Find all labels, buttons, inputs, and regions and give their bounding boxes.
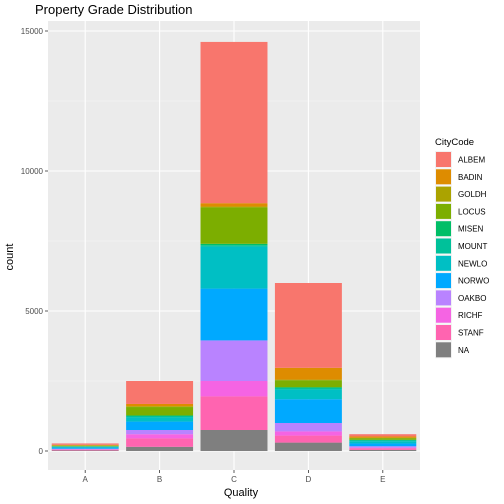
- legend-swatch: [436, 238, 451, 254]
- bar-E-NORWO: [349, 443, 417, 447]
- bar-A-LOCUS: [51, 445, 119, 447]
- x-axis: A B C D E: [83, 470, 385, 484]
- bar-B-RICHF: [126, 434, 194, 439]
- legend-swatch: [436, 273, 451, 289]
- bar-A-BADIN: [51, 444, 119, 446]
- legend-swatch: [436, 152, 451, 167]
- bar-C-ALBEM: [200, 41, 268, 204]
- x-tick-label: B: [157, 475, 162, 484]
- bar-C-LOCUS: [200, 207, 268, 244]
- legend-swatch: [436, 169, 451, 185]
- bar-D-MISEN: [274, 387, 342, 388]
- legend-label: LOCUS: [458, 207, 486, 216]
- bars: [51, 41, 417, 451]
- legend-label: MISEN: [458, 225, 484, 234]
- bar-C-NORWO: [200, 288, 268, 341]
- bar-A-NORWO: [51, 447, 119, 449]
- bar-E-NEWLO: [349, 441, 417, 444]
- bar-E-ALBEM: [349, 434, 417, 437]
- y-tick-label: 10000: [21, 167, 44, 176]
- x-axis-title: Quality: [224, 487, 259, 499]
- bar-D-NEWLO: [274, 389, 342, 400]
- bar-B-MISEN: [126, 415, 194, 416]
- bar-C-RICHF: [200, 381, 268, 397]
- legend-label: STANF: [458, 329, 484, 338]
- x-tick-label: E: [380, 475, 385, 484]
- bar-B-NA: [126, 446, 194, 451]
- bar-E-NA: [349, 449, 417, 451]
- bar-A-STANF: [51, 449, 119, 451]
- bar-D-ALBEM: [274, 283, 342, 368]
- legend-label: GOLDH: [458, 190, 487, 199]
- bar-C-GOLDH: [200, 206, 268, 208]
- bar-C-NA: [200, 430, 268, 451]
- bar-A-NA: [51, 450, 119, 451]
- bar-D-BADIN: [274, 367, 342, 380]
- bar-D-NORWO: [274, 399, 342, 423]
- legend-swatch: [436, 307, 451, 323]
- y-axis: 0 5000 10000 15000: [21, 27, 48, 456]
- legend-label: RICHF: [458, 311, 483, 320]
- y-tick-label: 0: [39, 447, 44, 456]
- bar-B-NEWLO: [126, 417, 194, 422]
- legend-swatch: [436, 325, 451, 340]
- legend-title: CityCode: [435, 137, 474, 148]
- bar-E-BADIN: [349, 436, 417, 438]
- bar-B-OAKBO: [126, 430, 194, 435]
- bar-E-MOUNT: [349, 440, 417, 442]
- bar-D-LOCUS: [274, 380, 342, 388]
- legend-swatch: [436, 221, 451, 237]
- bar-C-OAKBO: [200, 340, 268, 381]
- bar-B-LOCUS: [126, 407, 194, 416]
- bar-E-LOCUS: [349, 438, 417, 440]
- bar-B-ALBEM: [126, 381, 194, 404]
- bar-E-RICHF: [349, 447, 417, 449]
- legend-swatch: [436, 290, 451, 306]
- bar-E-OAKBO: [349, 446, 417, 448]
- legend-label: BADIN: [458, 173, 483, 182]
- legend-label: NA: [458, 346, 470, 355]
- bar-D-GOLDH: [274, 379, 342, 381]
- bar-C-BADIN: [200, 203, 268, 207]
- y-axis-title: count: [4, 244, 16, 271]
- bar-B-STANF: [126, 438, 194, 447]
- x-tick-label: A: [83, 475, 89, 484]
- legend-label: NORWO: [458, 277, 489, 286]
- x-tick-label: C: [231, 475, 237, 484]
- legend-label: ALBEM: [458, 156, 485, 165]
- legend-label: NEWLO: [458, 259, 487, 268]
- bar-E-STANF: [349, 448, 417, 450]
- bar-C-STANF: [200, 396, 268, 430]
- legend-swatch: [436, 186, 451, 202]
- legend-swatch: [436, 255, 451, 271]
- bar-A-OAKBO: [51, 448, 119, 450]
- bar-A-ALBEM: [51, 443, 119, 445]
- bar-B-GOLDH: [126, 406, 194, 408]
- bar-C-MISEN: [200, 243, 268, 246]
- legend-label: OAKBO: [458, 294, 486, 303]
- y-tick-label: 5000: [25, 307, 43, 316]
- bar-D-STANF: [274, 435, 342, 443]
- bar-D-RICHF: [274, 431, 342, 436]
- legend-swatch: [436, 203, 451, 219]
- chart-title: Property Grade Distribution: [35, 2, 193, 17]
- bar-A-NEWLO: [51, 446, 119, 448]
- bar-B-BADIN: [126, 403, 194, 407]
- x-tick-label: D: [306, 475, 312, 484]
- bar-D-NA: [274, 442, 342, 451]
- legend-swatch: [436, 342, 451, 358]
- bar-D-MOUNT: [274, 388, 342, 390]
- legend: CityCode ALBEM BADIN GOLDH LOCUS MISEN MOUNT N…: [435, 137, 489, 359]
- bar-D-OAKBO: [274, 423, 342, 432]
- bar-C-MOUNT: [200, 245, 268, 247]
- y-tick-label: 15000: [21, 27, 44, 36]
- bar-B-NORWO: [126, 421, 194, 430]
- legend-label: MOUNT: [458, 242, 487, 251]
- bar-B-MOUNT: [126, 416, 194, 418]
- bar-C-NEWLO: [200, 246, 268, 289]
